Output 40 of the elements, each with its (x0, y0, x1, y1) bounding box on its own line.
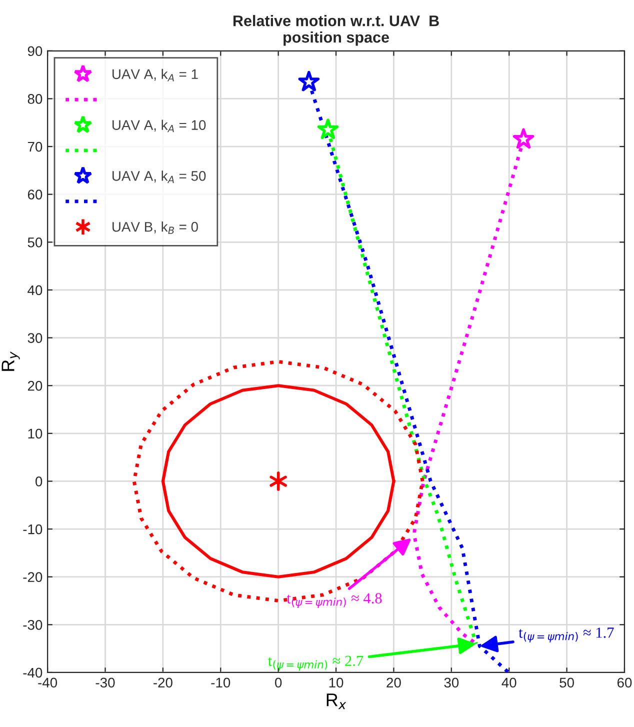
legend-label: UAV A, k$_{A}$ = 50 (112, 170, 206, 184)
x-tick-label: -30 (96, 678, 115, 688)
x-tick-label: -20 (154, 678, 172, 688)
y-tick-label: -10 (23, 524, 42, 534)
y-tick-label: 80 (28, 94, 42, 104)
point (317, 118, 339, 140)
annotation: t$_{(ψ=ψmin)}$ ≈ 2.7 (268, 656, 364, 671)
x-tick-label: -40 (38, 678, 58, 688)
y-tick-label: 10 (28, 428, 42, 439)
y-tick-label: -30 (23, 620, 42, 630)
y-tick-label: 40 (28, 285, 42, 296)
x-tick-label: 40 (502, 678, 516, 688)
legend-label: UAV B, k$_{B}$ = 0 (112, 222, 198, 234)
y-tick-label: 50 (28, 237, 42, 248)
y-tick-label: -20 (23, 572, 42, 582)
x-tick-label: 60 (617, 678, 632, 688)
point (298, 70, 320, 92)
x-tick-label: 50 (560, 678, 574, 688)
x-tick-label: 20 (386, 678, 401, 688)
annotation: t$_{(ψ=ψmin)}$ ≈ 4.8 (286, 593, 382, 608)
x-axis-title: R$_{x}$ (326, 694, 346, 710)
y-tick-label: 0 (36, 476, 42, 486)
x-tick-label: 10 (329, 678, 344, 688)
x-tick-label: -10 (211, 678, 230, 688)
y-tick-label: 90 (28, 46, 42, 56)
y-tick-label: 60 (28, 190, 42, 200)
legend-label: UAV A, k$_{A}$ = 1 (112, 68, 198, 82)
y-axis-title: R$_{y}$ (2, 352, 20, 371)
y-tick-label: 30 (28, 333, 42, 343)
y-tick-label: 70 (28, 142, 42, 152)
annotation: t$_{(ψ=ψmin)}$ ≈ 1.7 (518, 628, 614, 642)
point (512, 128, 534, 149)
chart-subtitle: position space (284, 31, 389, 46)
y-tick-label: -40 (23, 668, 42, 678)
y-tick-label: 20 (28, 380, 42, 391)
x-tick-label: 30 (444, 678, 459, 688)
point (270, 471, 287, 491)
legend-label: UAV A, k$_{A}$ = 10 (112, 120, 206, 132)
x-tick-label: 0 (275, 678, 282, 688)
chart-title: Relative motion w.r.t. UAV B (233, 15, 439, 26)
